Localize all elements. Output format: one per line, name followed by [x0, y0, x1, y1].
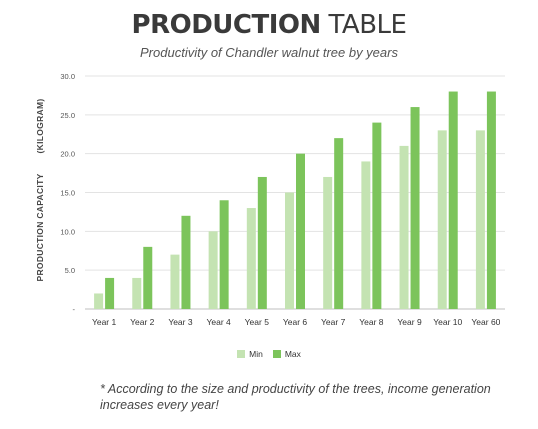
- x-tick-label: Year 1: [92, 317, 117, 327]
- chart-title-light: TABLE: [328, 10, 407, 40]
- chart-title-bold: PRODUCTION: [131, 10, 322, 40]
- bar-max: [181, 215, 191, 309]
- bar-min: [94, 293, 104, 309]
- bar-max: [334, 138, 344, 309]
- bar-max: [410, 107, 420, 309]
- bar-max: [486, 91, 496, 310]
- y-tick-label: 15.0: [60, 189, 75, 198]
- x-tick-label: Year 60: [471, 317, 500, 327]
- legend-swatch-min: [237, 350, 246, 358]
- legend-swatch-max: [272, 350, 281, 358]
- bar-min: [437, 130, 447, 309]
- bar-max: [219, 200, 229, 309]
- legend-label-min: Min: [249, 349, 263, 359]
- y-tick-label: 25.0: [60, 111, 75, 120]
- x-tick-label: Year 10: [433, 317, 462, 327]
- bar-min: [285, 192, 294, 309]
- bar-max: [143, 246, 153, 309]
- y-tick-label: 20.0: [60, 150, 75, 159]
- x-tick-label: Year 6: [283, 317, 308, 327]
- x-tick-label: Year 2: [130, 317, 155, 327]
- bar-min: [132, 277, 142, 309]
- y-tick-label: 30.0: [60, 72, 75, 81]
- bar-min: [246, 208, 256, 309]
- bar-max: [105, 277, 115, 309]
- bar-max: [448, 91, 458, 310]
- bar-max: [372, 122, 382, 309]
- legend: Min Max: [0, 349, 538, 360]
- legend-item-max: Max: [272, 349, 301, 359]
- bar-min: [361, 161, 371, 309]
- chart-subtitle: Productivity of Chandler walnut tree by …: [140, 45, 398, 60]
- bar-min: [208, 231, 218, 309]
- x-tick-label: Year 5: [245, 317, 270, 327]
- x-tick-label: Year 7: [321, 317, 346, 327]
- legend-item-min: Min: [237, 349, 263, 359]
- y-tick-label: 10.0: [60, 227, 75, 236]
- x-tick-label: Year 3: [168, 317, 193, 327]
- bar-min: [475, 130, 485, 309]
- y-tick-label: -: [73, 305, 76, 314]
- bar-max: [257, 176, 267, 309]
- y-tick-label: 5.0: [65, 266, 75, 275]
- legend-label-max: Max: [284, 349, 301, 359]
- bar-max: [296, 153, 305, 309]
- bar-min: [399, 145, 409, 309]
- chart-title: PRODUCTION TABLE: [0, 10, 538, 40]
- bar-min: [323, 176, 333, 309]
- x-tick-label: Year 9: [397, 317, 422, 327]
- footnote: * According to the size and productivity…: [100, 382, 491, 412]
- x-tick-label: Year 8: [359, 317, 384, 327]
- x-tick-label: Year 4: [207, 317, 232, 327]
- bar-min: [170, 254, 180, 309]
